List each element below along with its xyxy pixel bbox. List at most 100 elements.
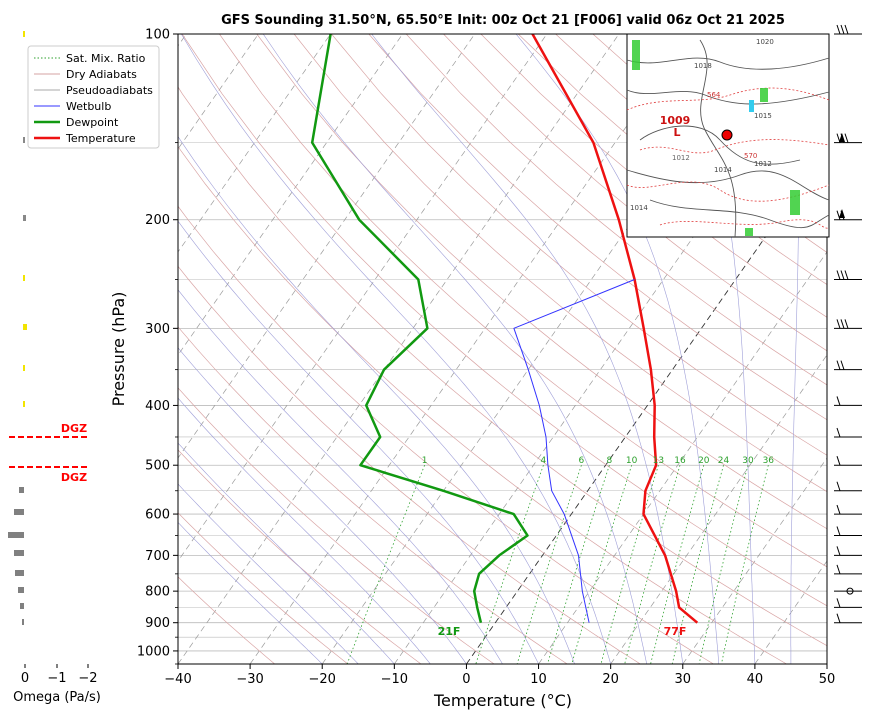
isotherm <box>538 251 827 664</box>
wind-barb-flag <box>836 613 841 623</box>
legend-label: Wetbulb <box>66 100 111 113</box>
legend-label: Temperature <box>65 132 136 145</box>
legend-label: Pseudoadiabats <box>66 84 153 97</box>
y-tick-label: 300 <box>145 322 170 337</box>
pseudoadiabat <box>178 289 503 664</box>
y-tick-label: 400 <box>145 399 170 414</box>
omega-bar <box>22 619 24 625</box>
mixing-ratio-label: 6 <box>579 456 585 466</box>
inset-map: 1009 L 1012 1014 1012 1014 1018 1020 101… <box>626 33 830 238</box>
x-tick-label: 0 <box>462 672 470 687</box>
x-tick-label: 20 <box>602 672 619 687</box>
calm-marker <box>846 587 854 595</box>
omega-bar <box>20 603 24 609</box>
x-tick-label: 50 <box>819 672 836 687</box>
location-marker <box>721 129 733 141</box>
isotherm <box>178 34 403 356</box>
profile-lines <box>310 34 699 624</box>
inset-label-1020: 1020 <box>756 38 774 46</box>
isotherm <box>178 34 548 562</box>
pseudoadiabat <box>371 34 684 664</box>
mixing-ratio-line <box>475 465 544 664</box>
wetbulb-line <box>513 279 635 623</box>
inset-contour <box>626 89 830 105</box>
mixing-ratio-label: 16 <box>674 456 686 466</box>
wind-barb-flag <box>840 319 845 329</box>
legend-label: Sat. Mix. Ratio <box>66 52 146 65</box>
y-tick-label: 800 <box>145 585 170 600</box>
inset-label-1014b: 1014 <box>714 166 732 174</box>
wind-barb-flag <box>836 504 841 515</box>
omega-marker <box>23 275 25 281</box>
wind-barb-flag <box>840 270 845 280</box>
mixing-ratio-label: 30 <box>742 456 754 466</box>
wind-barb-flag <box>836 360 841 370</box>
dry-adiabat <box>178 146 787 664</box>
pseudoadiabat <box>676 34 756 664</box>
pseudoadiabat <box>262 34 647 664</box>
inset-contour <box>699 39 737 238</box>
legend-label: Dewpoint <box>66 116 119 129</box>
dry-adiabat <box>181 34 827 607</box>
dry-adiabat <box>178 387 495 664</box>
dgz-label-bottom: DGZ <box>61 471 87 484</box>
wind-barbs <box>834 24 862 624</box>
mixing-ratio-label: 1 <box>422 456 428 466</box>
wind-barb-flag <box>836 598 841 608</box>
inset-precip <box>749 100 754 112</box>
inset-contour-dashed <box>626 87 830 111</box>
dry-adiabat <box>256 34 827 530</box>
omega-marker <box>23 215 26 221</box>
inset-label-564: 564 <box>707 91 721 99</box>
omega-bar <box>14 550 24 556</box>
surface-temperature-label: 77F <box>664 625 687 638</box>
wind-barb-flag <box>836 564 841 575</box>
inset-contour <box>626 57 830 70</box>
isotherm <box>466 148 827 664</box>
inset-contours <box>626 39 830 238</box>
dry-adiabat <box>854 34 875 664</box>
plot-frame <box>177 33 828 665</box>
inset-contour <box>649 199 830 229</box>
wind-barb-flag <box>840 24 845 35</box>
isotherm <box>178 34 620 664</box>
inset-label-570: 570 <box>744 152 757 160</box>
omega-panel: DGZ DGZ Omega (Pa/s) 0 −1 −2 <box>8 31 101 705</box>
wind-barb-flag <box>836 456 841 466</box>
wind-barb-flag <box>844 270 849 280</box>
pseudoadiabat <box>178 220 539 664</box>
omega-marker <box>23 137 25 143</box>
dry-adiabat <box>178 449 422 664</box>
isotherm <box>178 34 331 253</box>
wind-barb-flag <box>836 319 841 329</box>
dry-adiabat <box>178 512 349 664</box>
dry-adiabat <box>443 34 827 352</box>
isotherm <box>826 663 827 664</box>
inset-label-1009: 1009 <box>660 114 691 127</box>
inset-precip <box>790 190 800 215</box>
pseudoadiabat <box>178 521 323 664</box>
wind-barb-flag <box>844 319 849 329</box>
dry-adiabat <box>178 576 275 664</box>
inset-label-1014: 1014 <box>630 204 648 212</box>
omega-bar <box>14 509 24 515</box>
inset-contour-dashed <box>626 181 830 202</box>
pseudoadiabat <box>178 347 467 664</box>
x-tick-label: 40 <box>747 672 764 687</box>
mixing-ratio-label: 24 <box>718 456 730 466</box>
surface-dewpoint-label: 21F <box>438 625 461 638</box>
omega-bar <box>15 570 24 576</box>
dewpoint-line <box>310 34 529 623</box>
y-tick-label: 1000 <box>137 644 170 659</box>
inset-precip <box>745 228 753 236</box>
isotherm <box>178 34 476 459</box>
inset-contour <box>626 169 830 201</box>
wind-barb-flag <box>836 546 841 556</box>
pseudoadiabat <box>790 34 800 664</box>
mixing-ratio-line <box>671 465 724 664</box>
wind-barb-flag <box>836 427 841 438</box>
dry-adiabat <box>178 86 827 647</box>
mixing-ratio-label: 8 <box>607 456 613 466</box>
wind-barb-flag <box>836 210 841 220</box>
omega-bar <box>19 487 24 493</box>
